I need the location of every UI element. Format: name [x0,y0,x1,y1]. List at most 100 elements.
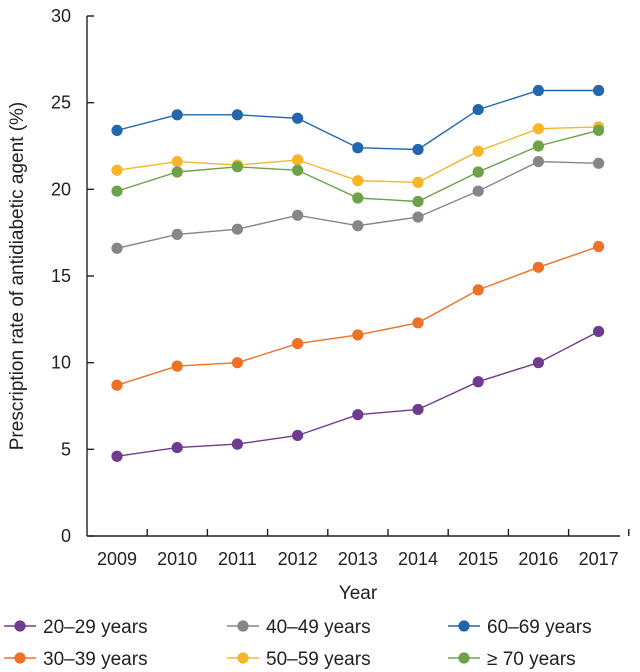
series-line [116,245,599,386]
data-point [292,209,304,221]
data-point [171,228,183,240]
data-point [412,403,424,416]
data-point [292,338,304,350]
legend-item: 20–29 years [4,617,148,638]
data-point [111,185,123,197]
data-point [593,124,605,136]
series-3 [111,121,605,188]
data-point [412,176,424,188]
data-point [292,429,304,442]
data-point [111,242,123,254]
data-point [352,329,364,341]
legend: 20–29 years 30–39 years 40–49 years 50–59 y… [4,617,592,670]
data-point [532,84,545,97]
y-ticks: 0 5 10 15 20 25 30 [51,6,94,546]
legend-item: 30–39 years [4,649,148,670]
legend-item: ≥ 70 years [448,649,576,670]
x-tick-label: 2017 [579,549,619,569]
x-tick-label: 2015 [458,549,498,569]
legend-item: 60–69 years [448,617,592,638]
data-point [532,140,545,152]
data-point [111,450,123,462]
legend-label: 40–49 years [266,617,371,638]
data-point [231,223,243,235]
legend-item: 50–59 years [227,649,371,670]
data-point [292,164,304,176]
data-point [231,109,243,121]
data-point [171,360,183,372]
legend-label: 20–29 years [43,617,148,638]
data-point [171,166,183,178]
x-tick-label: 2014 [398,549,438,569]
axes: Year Prescription rate of antidiabetic a… [7,16,620,604]
x-tick-label: 2011 [218,549,257,569]
series-2 [111,156,605,254]
legend-swatch-marker [14,652,26,664]
legend-label: 50–59 years [266,649,371,670]
data-point [593,84,605,97]
data-point [412,317,424,329]
data-point [292,154,304,166]
x-ticks: 2009 2010 2011 2012 2013 2014 2015 2016 2017 [97,529,630,569]
data-point [352,192,364,204]
data-point [593,240,605,253]
data-point [111,164,123,176]
data-point [472,166,484,178]
data-point [171,156,183,168]
data-point [593,325,605,338]
series-line [116,129,599,203]
series-line [116,89,599,151]
data-point [472,185,484,197]
data-point [231,438,243,450]
series-0 [111,325,605,462]
data-point [593,157,605,169]
data-point [352,409,364,421]
legend-label: ≥ 70 years [487,649,576,670]
data-point [472,376,484,388]
series-4 [111,84,605,156]
legend-swatch-marker [14,620,26,632]
data-point [412,195,424,208]
x-tick-label: 2016 [518,549,558,569]
legend-label: 30–39 years [43,649,148,670]
legend-swatch-marker [458,620,470,632]
data-point [231,357,243,369]
data-point [352,175,364,187]
y-axis-title: Prescription rate of antidiabetic agent … [7,102,28,451]
x-tick-label: 2013 [338,549,378,569]
x-tick-label: 2009 [97,549,137,569]
y-tick-label: 30 [51,6,71,26]
y-tick-label: 10 [51,353,71,373]
data-point [532,156,545,168]
data-point [292,112,304,124]
series-line [116,160,599,249]
legend-item: 40–49 years [227,617,371,638]
legend-swatch-marker [237,620,249,632]
data-point [171,442,183,454]
data-point [532,261,545,273]
series-group [111,84,605,462]
x-tick-label: 2010 [157,549,197,569]
y-tick-label: 20 [51,179,71,199]
y-tick-label: 15 [51,266,71,286]
x-tick-label: 2012 [278,549,318,569]
data-point [352,142,364,154]
data-point [171,109,183,121]
data-point [231,161,243,173]
series-line [116,126,599,184]
series-line [116,330,599,457]
y-tick-label: 5 [61,439,71,459]
y-tick-label: 0 [61,526,71,546]
legend-swatch-marker [458,652,470,664]
legend-label: 60–69 years [487,617,592,638]
data-point [111,379,123,391]
data-point [412,143,424,156]
legend-swatch-marker [237,652,249,664]
data-point [352,220,364,232]
x-axis-title: Year [339,583,378,604]
data-point [472,104,484,116]
data-point [532,357,545,369]
series-1 [111,240,605,391]
